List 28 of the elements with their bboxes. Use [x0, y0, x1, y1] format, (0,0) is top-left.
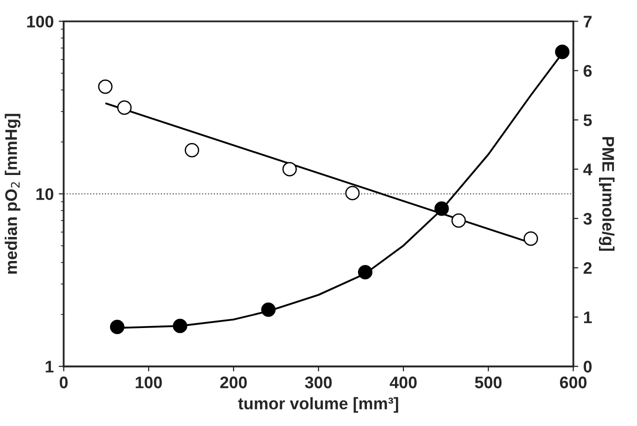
point: [184, 142, 200, 158]
y2-tick-label: 7: [584, 16, 592, 28]
y-axis-title: median pO$_{2}$ [mmHg]: [4, 114, 20, 274]
y-tick-label: 10: [36, 188, 54, 200]
x-tick-label: 500: [474, 376, 502, 388]
x-axis-title: tumor volume [mm³]: [238, 397, 398, 413]
point: [345, 186, 360, 200]
x-tick-label: 600: [560, 376, 587, 388]
x-tick-label: 0: [60, 376, 68, 388]
x-tick-label: 300: [304, 376, 332, 388]
point: [98, 79, 113, 94]
y2-tick-label: 6: [584, 64, 592, 77]
y-tick-label: 1: [46, 360, 54, 372]
point: [117, 100, 132, 115]
y-tick-label: 100: [27, 16, 54, 28]
x-tick-label: 200: [220, 376, 247, 388]
point: [524, 231, 538, 246]
y2-axis-title: PME [μmole/g]: [598, 137, 615, 251]
y2-tick-label: 0: [584, 360, 592, 373]
x-tick-label: 100: [136, 376, 162, 388]
y2-tick-label: 3: [583, 212, 592, 225]
y2-tick-label: 2: [584, 262, 592, 274]
x-tick-label: 400: [390, 376, 417, 388]
y2-tick-label: 1: [584, 312, 592, 324]
point: [451, 213, 466, 228]
point: [282, 162, 297, 176]
y2-tick-label: 5: [584, 114, 592, 126]
y2-tick-label: 4: [583, 164, 592, 176]
